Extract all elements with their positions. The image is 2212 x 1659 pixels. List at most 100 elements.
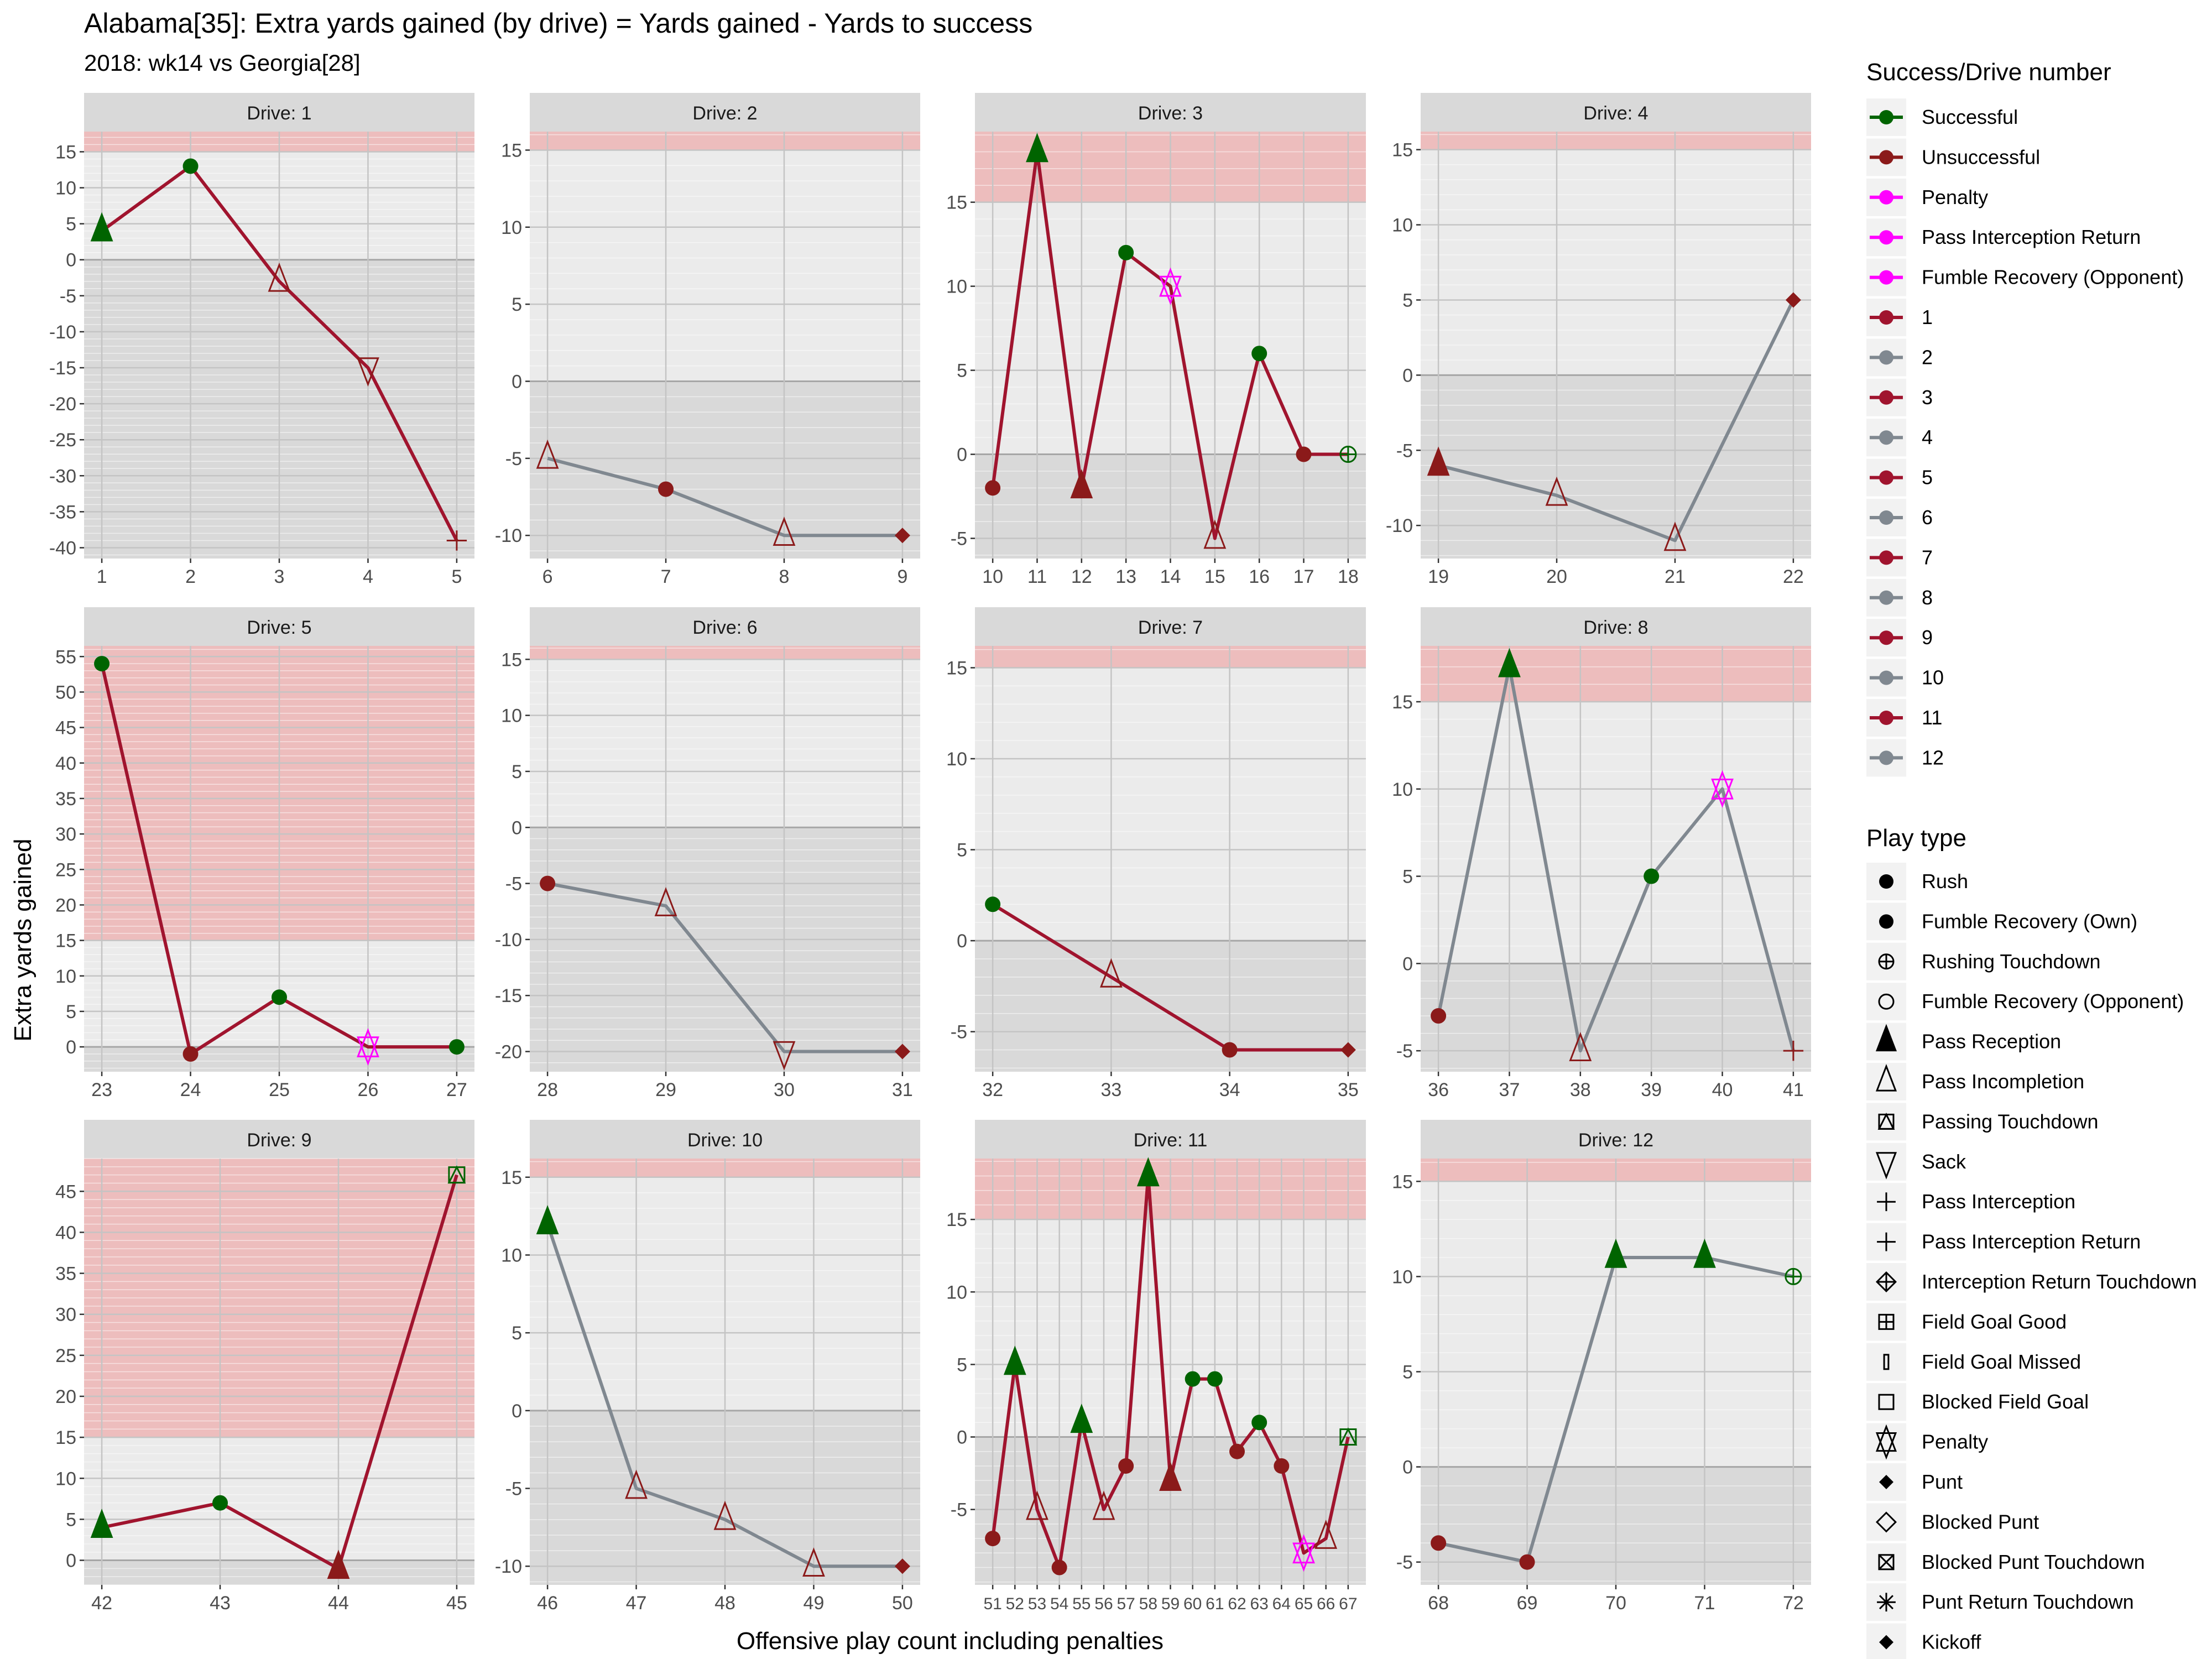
data-point [1785, 292, 1801, 308]
gridlines [1421, 1159, 1811, 1585]
success-band [1421, 646, 1811, 702]
data-point [1711, 770, 1734, 808]
y-tick-label: -5 [505, 1479, 522, 1500]
facet-drive-5: Drive: 5 0 5 10 15 20 25 30 35 40 45 50 55 23 24 25 26 27 [55, 607, 474, 1100]
y-tick-label: -40 [49, 538, 76, 559]
data-point [1251, 1415, 1267, 1431]
x-tick-label: 20 [1546, 566, 1567, 587]
data-point [90, 212, 113, 242]
y-tick-label: 0 [512, 371, 522, 392]
data-point [90, 1509, 113, 1538]
x-tick-label: 22 [1783, 566, 1804, 587]
legend-key-icon [1879, 914, 1893, 929]
data-point [1099, 958, 1123, 988]
y-tick-label: 0 [1402, 1457, 1413, 1478]
legend-entry: Rush [1866, 863, 1968, 900]
legend-key-icon [1877, 1593, 1896, 1612]
data-point [1339, 1427, 1358, 1446]
legend-entry: 6 [1866, 499, 1933, 536]
y-tick-label: 5 [1402, 867, 1413, 888]
data-point [894, 1044, 910, 1060]
data-point [654, 887, 677, 916]
gridlines [530, 646, 920, 1072]
x-tick-label: 14 [1160, 566, 1181, 587]
y-tick-label: -15 [49, 358, 76, 379]
legend-key-icon [1878, 953, 1895, 970]
legend-entry: Interception Return Touchdown [1866, 1263, 2197, 1301]
legend-label: 12 [1922, 746, 1944, 769]
legend-success-title: Success/Drive number [1866, 59, 2111, 86]
y-tick-label: -20 [495, 1042, 522, 1063]
data-point [1545, 476, 1568, 506]
legend-entry: Pass Interception Return [1866, 218, 2141, 257]
y-tick-label: -20 [49, 394, 76, 415]
data-point [1783, 1040, 1804, 1061]
y-tick-label: -25 [49, 430, 76, 451]
x-tick-label: 51 [983, 1595, 1001, 1613]
gridlines [84, 132, 474, 559]
x-tick-label: 38 [1570, 1079, 1591, 1100]
x-tick-label: 31 [892, 1079, 913, 1100]
x-tick-label: 46 [537, 1593, 558, 1614]
facet-strip-label: Drive: 5 [247, 617, 311, 638]
y-tick-label: 0 [512, 817, 522, 838]
data-point [1431, 1535, 1447, 1551]
legend-entry: 3 [1866, 378, 1933, 416]
facet-strip-label: Drive: 7 [1138, 617, 1203, 638]
legend-key-icon [1875, 1064, 1897, 1092]
y-tick-label: -5 [951, 1022, 967, 1043]
drive-line [101, 164, 458, 541]
gridlines [84, 646, 474, 1072]
facet-strip-label: Drive: 2 [692, 103, 757, 124]
facet-strip-label: Drive: 10 [687, 1130, 763, 1151]
y-tick-label: 15 [55, 1427, 76, 1448]
x-tick-label: 62 [1228, 1595, 1246, 1613]
y-tick-label: -5 [60, 286, 76, 307]
y-tick-label: 10 [55, 966, 76, 987]
y-tick-label: 0 [1402, 953, 1413, 974]
data-point [1026, 1490, 1048, 1520]
data-point [357, 357, 379, 387]
data-point [182, 1046, 199, 1062]
x-tick-label: 69 [1517, 1593, 1538, 1614]
negative-region [1421, 963, 1811, 1072]
facet-strip [975, 607, 1366, 646]
x-tick-label: 44 [328, 1593, 349, 1614]
legend-entry: 9 [1866, 619, 1933, 657]
y-tick-label: -5 [951, 529, 967, 550]
legend-label: Pass Incompletion [1922, 1070, 2084, 1093]
x-tick-label: 8 [779, 566, 790, 587]
y-tick-label: -15 [495, 985, 522, 1006]
gridlines [530, 1159, 920, 1585]
legend-entry: Penalty [1866, 178, 1988, 216]
legend-label: Sack [1922, 1150, 1966, 1173]
y-tick-label: -35 [49, 502, 76, 523]
x-tick-label: 18 [1338, 566, 1359, 587]
data-point [773, 1041, 796, 1071]
legend-entry: Rushing Touchdown [1866, 942, 2101, 980]
x-tick-label: 49 [804, 1593, 825, 1614]
legend-label: 10 [1922, 666, 1944, 689]
y-tick-label: 15 [55, 931, 76, 952]
y-tick-label: 15 [55, 142, 76, 163]
legend-entry: Passing Touchdown [1866, 1103, 2099, 1141]
legend-entry: 8 [1866, 578, 1933, 617]
data-point [1519, 1554, 1535, 1570]
legend-entry: Unsuccessful [1866, 138, 2040, 176]
x-tick-label: 30 [774, 1079, 795, 1100]
data-point [536, 439, 559, 469]
legend-entry: 10 [1866, 659, 1944, 697]
facet-strip-label: Drive: 9 [247, 1130, 311, 1151]
drive-line [1438, 299, 1795, 542]
data-point [985, 480, 1001, 496]
legend-key-icon [1878, 993, 1895, 1010]
y-tick-label: -10 [1386, 515, 1413, 536]
x-tick-label: 52 [1006, 1595, 1024, 1613]
legend-label: Pass Interception Return [1922, 226, 2141, 248]
x-tick-label: 63 [1250, 1595, 1268, 1613]
y-tick-label: 10 [501, 217, 522, 238]
legend-label: Pass Interception [1922, 1190, 2075, 1213]
facet-strip-label: Drive: 3 [1138, 103, 1203, 124]
legend-label: Passing Touchdown [1922, 1110, 2099, 1133]
